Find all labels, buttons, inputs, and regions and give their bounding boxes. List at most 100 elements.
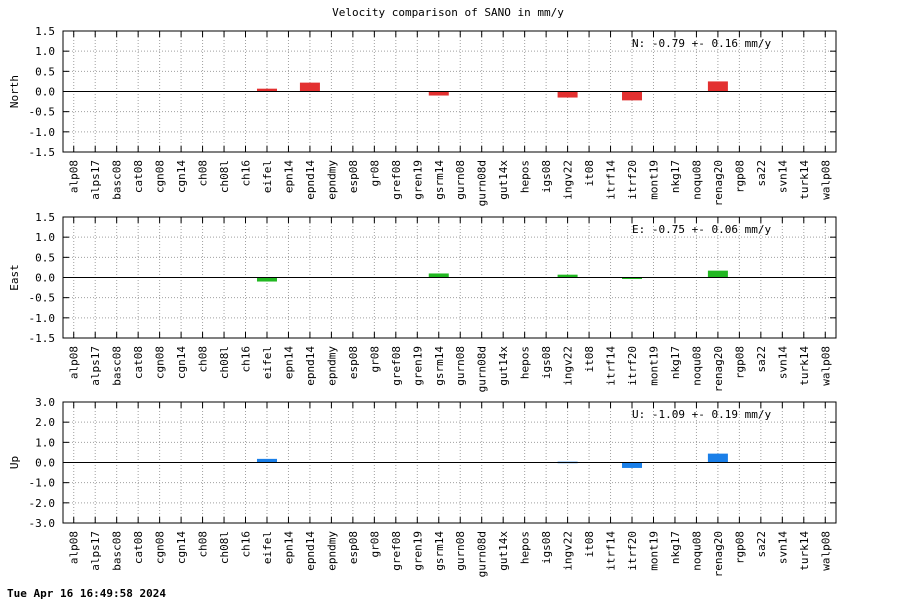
plot-frame (62, 216, 837, 339)
category-label: alp08 (68, 346, 81, 379)
category-label: alp08 (68, 160, 81, 193)
category-label: epn14 (282, 160, 295, 193)
category-label: gref08 (390, 346, 403, 386)
y-tick-label: 1.0 (35, 45, 55, 58)
category-label: gut14x (497, 160, 510, 200)
bar-renag20 (707, 81, 728, 92)
y-tick-label: 3.0 (35, 396, 55, 409)
category-label: cgn14 (175, 531, 188, 564)
category-label: nkg17 (669, 531, 682, 564)
bar-renag20 (707, 453, 728, 463)
category-label: eifel (261, 346, 274, 379)
category-label: mont19 (647, 531, 660, 571)
plot-frame (62, 30, 837, 153)
category-label: sa22 (755, 346, 768, 373)
panel-up: 3.0 2.0 1.0 0.0 -1.0 -2.0 -3.0 U: -1.09 +- 0.19… (8, 396, 837, 577)
category-label: esp08 (347, 346, 360, 379)
y-axis-label: East (8, 264, 21, 291)
category-label: eifel (261, 160, 274, 193)
panel-north: 1.5 1.0 0.5 0.0 -0.5 -1.0 -1.5 N: -0.79 +- 0.16… (8, 25, 837, 206)
y-tick-label: -1.0 (29, 312, 56, 325)
bar-renag20 (707, 270, 728, 278)
category-label: gref08 (390, 160, 403, 200)
category-label: noqu08 (690, 346, 703, 386)
category-label: gurn08 (454, 346, 467, 386)
category-label: it08 (583, 346, 596, 373)
category-label: noqu08 (690, 531, 703, 571)
category-label: itrf20 (626, 531, 639, 571)
category-label: itrf20 (626, 160, 639, 200)
category-label: gsrm14 (433, 346, 446, 386)
category-label: epnd14 (304, 346, 317, 386)
category-label: gsrm14 (433, 531, 446, 571)
category-label: svn14 (776, 160, 789, 193)
category-label: gsrm14 (433, 160, 446, 200)
y-tick-label: 1.5 (35, 211, 55, 224)
category-label: ingv22 (562, 160, 575, 200)
y-tick-label: -0.5 (29, 292, 56, 305)
category-label: gren19 (411, 346, 424, 386)
category-label: epnd14 (304, 160, 317, 200)
bar-ingv22 (557, 91, 578, 98)
category-label: ch08 (197, 531, 210, 558)
category-label: walp08 (819, 531, 832, 571)
category-label: gurn08 (454, 531, 467, 571)
category-label: igs08 (540, 531, 553, 564)
category-label: gurn08d (476, 160, 489, 206)
category-label: basc08 (111, 346, 124, 386)
category-label: hepos (519, 160, 532, 193)
bar-itrf20 (622, 277, 643, 279)
category-label: rgp08 (733, 160, 746, 193)
category-label: nkg17 (669, 346, 682, 379)
category-label: epn14 (282, 531, 295, 564)
y-axis-label: North (8, 75, 21, 108)
y-tick-label: 0.0 (35, 86, 55, 99)
y-tick-label: 0.0 (35, 457, 55, 470)
category-label: gren19 (411, 160, 424, 200)
category-label: epndmy (325, 160, 338, 200)
category-label: cgn14 (175, 346, 188, 379)
category-label: cgn14 (175, 160, 188, 193)
stat-annotation: U: -1.09 +- 0.19 mm/y (632, 408, 771, 421)
category-label: gref08 (390, 531, 403, 571)
category-label: igs08 (540, 346, 553, 379)
category-label: it08 (583, 160, 596, 187)
y-tick-label: 0.0 (35, 272, 55, 285)
category-label: itrf20 (626, 346, 639, 386)
category-label: gurn08d (476, 531, 489, 577)
category-label: walp08 (819, 160, 832, 200)
category-label: gut14x (497, 531, 510, 571)
category-label: hepos (519, 531, 532, 564)
category-label: cgn08 (154, 531, 167, 564)
category-label: ch08l (218, 346, 231, 379)
y-tick-label: -2.0 (29, 497, 56, 510)
category-label: noqu08 (690, 160, 703, 200)
category-label: igs08 (540, 160, 553, 193)
y-tick-label: -1.0 (29, 126, 56, 139)
category-label: nkg17 (669, 160, 682, 193)
category-label: gr08 (368, 531, 381, 558)
category-label: renag20 (712, 346, 725, 392)
category-label: gr08 (368, 346, 381, 373)
bar-itrf20 (622, 462, 643, 468)
category-label: svn14 (776, 346, 789, 379)
bar-eifel (256, 277, 277, 282)
category-label: turk14 (798, 160, 811, 200)
category-label: ch08 (197, 160, 210, 187)
panel-east: 1.5 1.0 0.5 0.0 -0.5 -1.0 -1.5 E: -0.75 +- 0.06… (8, 211, 837, 392)
category-label: gurn08d (476, 346, 489, 392)
category-label: cat08 (132, 531, 145, 564)
category-label: alp08 (68, 531, 81, 564)
category-label: renag20 (712, 531, 725, 577)
category-label: mont19 (647, 346, 660, 386)
category-label: alps17 (89, 346, 102, 386)
stat-annotation: N: -0.79 +- 0.16 mm/y (632, 37, 771, 50)
category-label: itrf14 (605, 346, 618, 386)
category-label: epndmy (325, 346, 338, 386)
category-label: sa22 (755, 531, 768, 558)
category-label: alps17 (89, 160, 102, 200)
y-tick-label: -0.5 (29, 106, 56, 119)
category-label: epnd14 (304, 531, 317, 571)
category-label: ingv22 (562, 346, 575, 386)
category-label: gurn08 (454, 160, 467, 200)
